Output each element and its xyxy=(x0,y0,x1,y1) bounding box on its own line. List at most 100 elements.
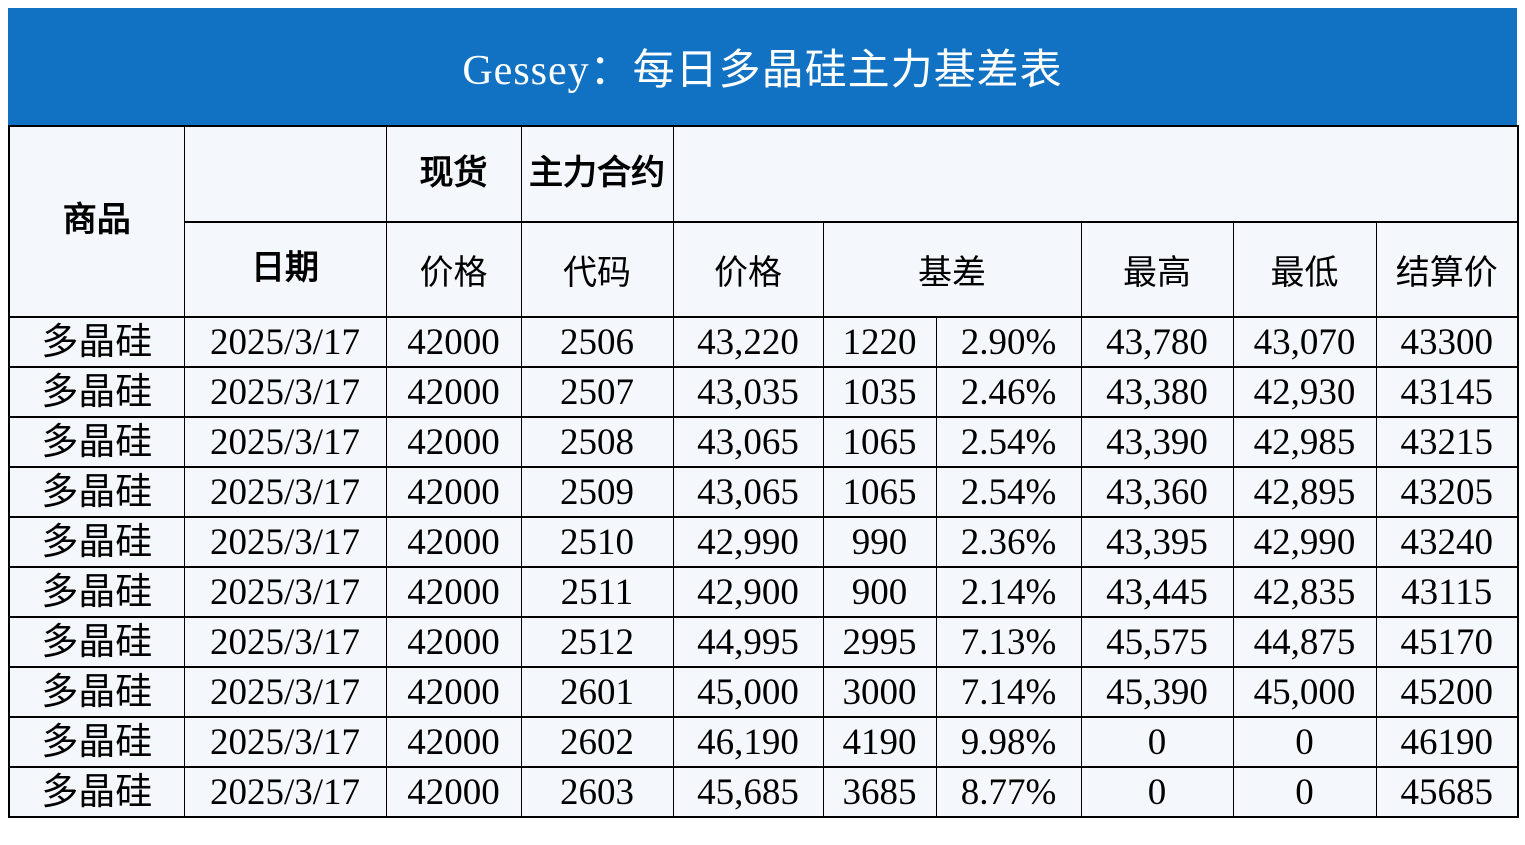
cell-high: 43,395 xyxy=(1080,516,1234,568)
header-low: 最低 xyxy=(1232,221,1377,318)
cell-basis-pct: 8.77% xyxy=(935,766,1082,818)
cell-high: 43,380 xyxy=(1080,366,1234,418)
cell-date: 2025/3/17 xyxy=(183,316,387,368)
cell-high: 45,575 xyxy=(1080,616,1234,668)
cell-settlement: 45170 xyxy=(1375,616,1519,668)
cell-high: 43,780 xyxy=(1080,316,1234,368)
cell-commodity: 多晶硅 xyxy=(8,366,185,418)
cell-commodity: 多晶硅 xyxy=(8,566,185,618)
table-row: 多晶硅 2025/3/17 42000 2603 45,685 3685 8.7… xyxy=(8,766,1519,818)
header-basis: 基差 xyxy=(822,221,1082,318)
cell-low: 42,895 xyxy=(1232,466,1377,518)
cell-commodity: 多晶硅 xyxy=(8,516,185,568)
cell-high: 43,390 xyxy=(1080,416,1234,468)
cell-code: 2511 xyxy=(520,566,674,618)
cell-low: 42,835 xyxy=(1232,566,1377,618)
cell-basis-pct: 2.14% xyxy=(935,566,1082,618)
cell-basis: 900 xyxy=(822,566,937,618)
table-row: 多晶硅 2025/3/17 42000 2509 43,065 1065 2.5… xyxy=(8,466,1519,518)
cell-code: 2509 xyxy=(520,466,674,518)
cell-commodity: 多晶硅 xyxy=(8,716,185,768)
cell-high: 45,390 xyxy=(1080,666,1234,718)
table-row: 多晶硅 2025/3/17 42000 2511 42,900 900 2.14… xyxy=(8,566,1519,618)
table-row: 多晶硅 2025/3/17 42000 2510 42,990 990 2.36… xyxy=(8,516,1519,568)
cell-date: 2025/3/17 xyxy=(183,666,387,718)
cell-settlement: 45685 xyxy=(1375,766,1519,818)
cell-basis: 1035 xyxy=(822,366,937,418)
cell-commodity: 多晶硅 xyxy=(8,316,185,368)
cell-commodity: 多晶硅 xyxy=(8,766,185,818)
cell-spot-price: 42000 xyxy=(385,666,522,718)
cell-basis: 2995 xyxy=(822,616,937,668)
cell-date: 2025/3/17 xyxy=(183,616,387,668)
basis-table: 商品 现货 主力合约 日期 价格 代码 价格 基差 最高 最低 结算价 多晶硅 … xyxy=(8,125,1519,818)
header-date: 日期 xyxy=(183,221,387,318)
cell-date: 2025/3/17 xyxy=(183,416,387,468)
cell-date: 2025/3/17 xyxy=(183,466,387,518)
cell-code: 2507 xyxy=(520,366,674,418)
cell-spot-price: 42000 xyxy=(385,516,522,568)
cell-basis: 990 xyxy=(822,516,937,568)
cell-date: 2025/3/17 xyxy=(183,766,387,818)
header-row-1: 商品 现货 主力合约 xyxy=(8,125,1519,318)
cell-basis-pct: 2.36% xyxy=(935,516,1082,568)
page-title: Gessey：每日多晶硅主力基差表 xyxy=(462,48,1063,94)
cell-low: 0 xyxy=(1232,716,1377,768)
cell-futures-price: 43,065 xyxy=(672,466,824,518)
cell-low: 0 xyxy=(1232,766,1377,818)
cell-code: 2603 xyxy=(520,766,674,818)
header-row-2: 日期 价格 代码 价格 基差 最高 最低 结算价 xyxy=(9,221,1519,318)
cell-date: 2025/3/17 xyxy=(183,516,387,568)
header-settlement: 结算价 xyxy=(1375,221,1519,318)
cell-low: 44,875 xyxy=(1232,616,1377,668)
title-bar: Gessey：每日多晶硅主力基差表 xyxy=(8,8,1517,125)
cell-basis-pct: 7.14% xyxy=(935,666,1082,718)
cell-futures-price: 43,035 xyxy=(672,366,824,418)
cell-spot-price: 42000 xyxy=(385,316,522,368)
header-main-contract-group: 主力合约 xyxy=(520,125,674,223)
cell-date: 2025/3/17 xyxy=(183,566,387,618)
cell-commodity: 多晶硅 xyxy=(8,666,185,718)
cell-settlement: 43240 xyxy=(1375,516,1519,568)
cell-basis: 1065 xyxy=(822,466,937,518)
table-row: 多晶硅 2025/3/17 42000 2602 46,190 4190 9.9… xyxy=(8,716,1519,768)
cell-spot-price: 42000 xyxy=(385,366,522,418)
cell-settlement: 43115 xyxy=(1375,566,1519,618)
cell-futures-price: 45,000 xyxy=(672,666,824,718)
cell-basis: 1220 xyxy=(822,316,937,368)
cell-spot-price: 42000 xyxy=(385,416,522,468)
cell-basis-pct: 2.90% xyxy=(935,316,1082,368)
cell-basis-pct: 7.13% xyxy=(935,616,1082,668)
cell-spot-price: 42000 xyxy=(385,566,522,618)
cell-high: 0 xyxy=(1080,766,1234,818)
cell-spot-price: 42000 xyxy=(385,466,522,518)
cell-futures-price: 42,990 xyxy=(672,516,824,568)
cell-futures-price: 44,995 xyxy=(672,616,824,668)
report: Gessey：每日多晶硅主力基差表 商品 现货 主力合约 日期 xyxy=(8,8,1519,818)
header-spot-price: 价格 xyxy=(385,221,522,318)
cell-basis-pct: 9.98% xyxy=(935,716,1082,768)
cell-commodity: 多晶硅 xyxy=(8,416,185,468)
table-row: 多晶硅 2025/3/17 42000 2601 45,000 3000 7.1… xyxy=(8,666,1519,718)
header-commodity: 商品 xyxy=(8,125,185,318)
cell-low: 42,990 xyxy=(1232,516,1377,568)
cell-spot-price: 42000 xyxy=(385,616,522,668)
table-header: 商品 现货 主力合约 日期 价格 代码 价格 基差 最高 最低 结算价 xyxy=(8,125,1519,318)
cell-basis-pct: 2.54% xyxy=(935,416,1082,468)
cell-futures-price: 46,190 xyxy=(672,716,824,768)
header-empty-cell xyxy=(183,125,387,223)
cell-settlement: 43300 xyxy=(1375,316,1519,368)
cell-basis: 1065 xyxy=(822,416,937,468)
header-high: 最高 xyxy=(1080,221,1234,318)
cell-basis: 3685 xyxy=(822,766,937,818)
cell-spot-price: 42000 xyxy=(385,716,522,768)
cell-code: 2602 xyxy=(520,716,674,768)
cell-basis-pct: 2.46% xyxy=(935,366,1082,418)
cell-basis: 4190 xyxy=(822,716,937,768)
cell-settlement: 43215 xyxy=(1375,416,1519,468)
cell-low: 45,000 xyxy=(1232,666,1377,718)
cell-date: 2025/3/17 xyxy=(183,366,387,418)
cell-code: 2506 xyxy=(520,316,674,368)
table-row: 多晶硅 2025/3/17 42000 2507 43,035 1035 2.4… xyxy=(8,366,1519,418)
cell-settlement: 45200 xyxy=(1375,666,1519,718)
